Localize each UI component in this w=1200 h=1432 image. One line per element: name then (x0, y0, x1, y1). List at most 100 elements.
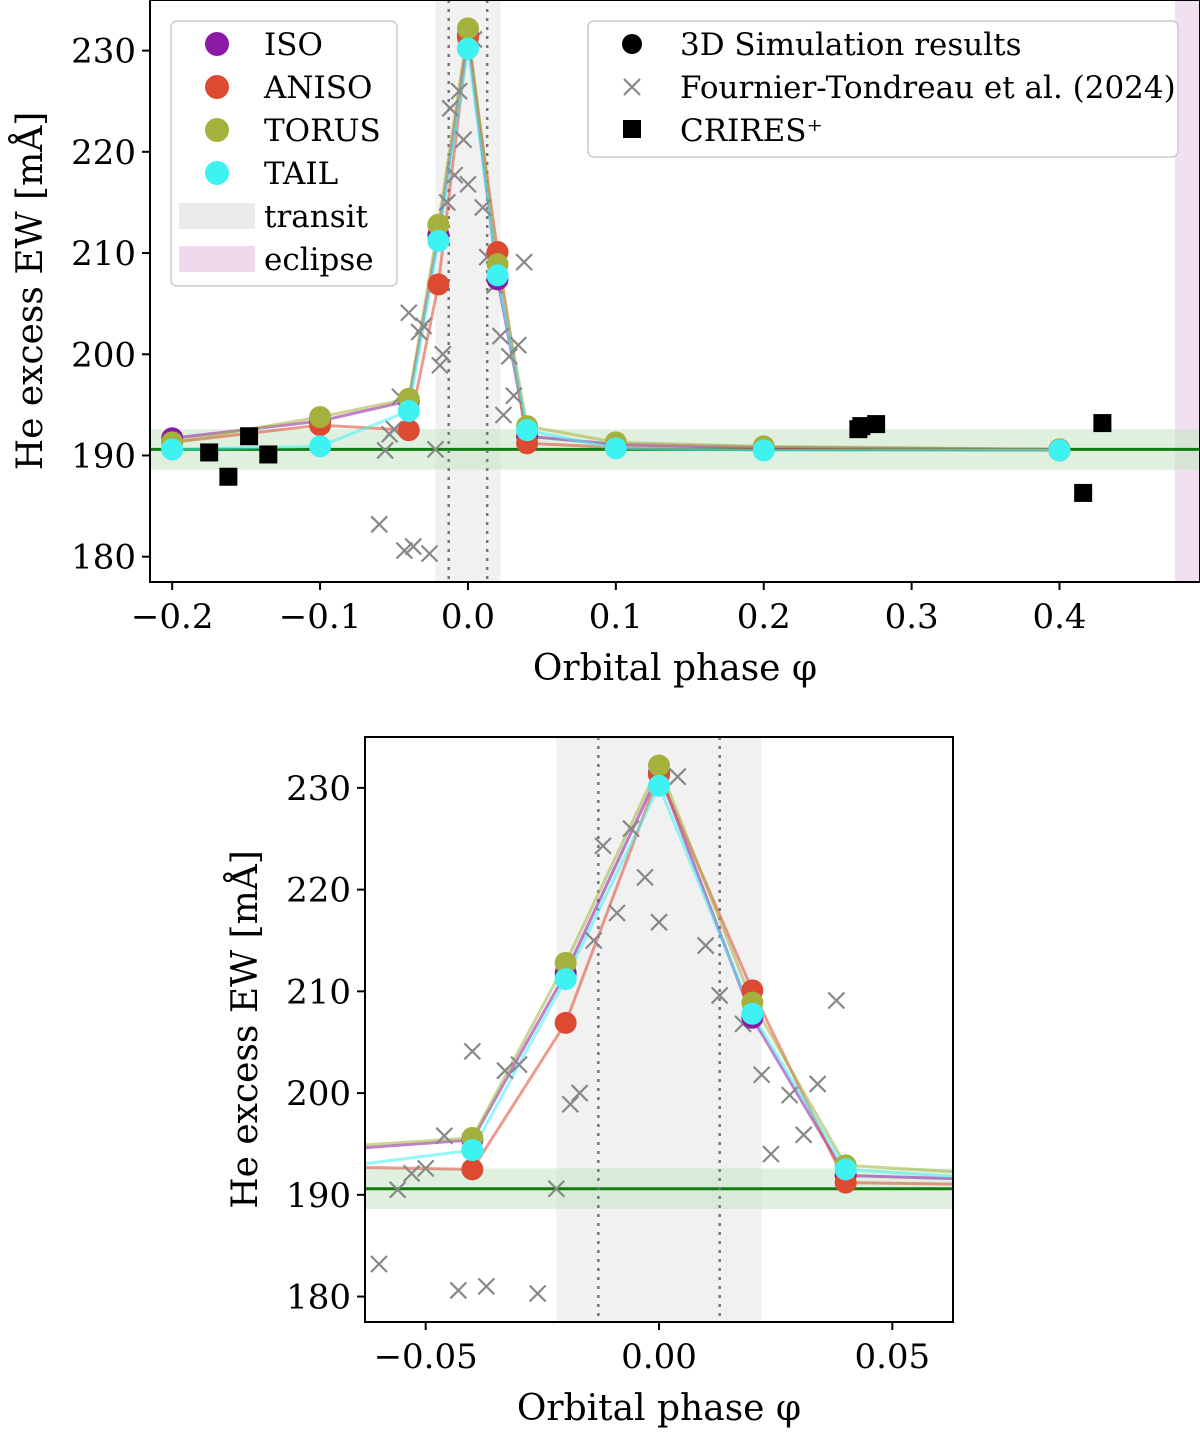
observation-cross-stroke (473, 198, 492, 217)
legend-label-crires: CRIRES⁺ (680, 113, 823, 149)
observation-point (505, 386, 523, 405)
observation-point (370, 515, 389, 534)
observation-point (636, 868, 654, 887)
observation-cross-stroke (594, 837, 612, 855)
series-point-torus (456, 17, 479, 40)
observation-cross-stroke (426, 440, 445, 459)
crires-point (259, 445, 278, 464)
observation-cross-stroke (528, 1284, 547, 1303)
legend-data-sources: 3D Simulation results Fournier-Tondreau e… (587, 20, 1179, 158)
observation-cross-stroke (414, 317, 433, 335)
observation-cross-stroke (454, 130, 473, 149)
top-plot-frame (149, 0, 1200, 583)
series-point-tail (486, 264, 509, 287)
legend-marker-crires (623, 120, 641, 138)
crires-point (1074, 483, 1093, 502)
observation-cross-stroke (752, 1065, 771, 1084)
series-point-torus (648, 754, 670, 777)
observation-cross-stroke (370, 1255, 388, 1273)
x-tick-label: 0.00 (621, 1337, 697, 1377)
top-x-axis-label: Orbital phase φ (533, 648, 817, 689)
observation-cross-stroke (622, 819, 640, 838)
series-point-tail (648, 774, 670, 797)
y-tick-label: 220 (71, 133, 136, 173)
series-point-aniso (461, 1158, 484, 1181)
series-line-tail (365, 782, 953, 1178)
observation-point (370, 1255, 388, 1273)
crires-point (1093, 414, 1112, 433)
observation-cross-stroke (650, 913, 668, 931)
observation-point (710, 986, 729, 1005)
series-point-tail (427, 229, 450, 252)
observation-point (376, 441, 394, 460)
observation-cross-stroke (496, 1061, 514, 1080)
observation-point (395, 541, 414, 560)
series-point-tail (1048, 439, 1071, 462)
legend-label-eclipse: eclipse (264, 242, 374, 278)
series-point-iso (181, 1149, 203, 1171)
legend-marker-torus (205, 118, 229, 142)
observation-cross-stroke (441, 99, 459, 118)
eclipse-band (1174, 0, 1200, 582)
series-point-aniso (181, 1153, 203, 1175)
legend-data-box (587, 20, 1179, 158)
crires-point (240, 427, 259, 446)
observation-point (477, 1277, 496, 1296)
series-line-torus (171, 28, 1060, 451)
observation-point (420, 544, 439, 563)
observation-cross-stroke (420, 544, 439, 563)
bottom-panel-zoom: −0.05 0.00 0.05 180 190 200 210 220 230 Orbital … (181, 736, 1137, 1429)
observation-point (570, 1084, 589, 1102)
observation-point (473, 198, 492, 217)
series-point-torus (181, 1145, 203, 1167)
legend-label-aniso: ANISO (263, 70, 372, 106)
observation-cross-stroke (608, 904, 626, 922)
transit-band (556, 737, 762, 1322)
observation-point (622, 819, 640, 838)
observation-cross-stroke (491, 327, 510, 345)
legend-transit-swatch (179, 203, 255, 229)
series-point-torus (309, 406, 332, 429)
observation-cross-stroke (636, 868, 654, 887)
observation-point (459, 175, 477, 193)
observation-point (547, 1179, 566, 1198)
series-point-aniso (397, 419, 420, 442)
legend-label-tail: TAIL (264, 156, 338, 192)
x-tick-label: 0.05 (854, 1337, 930, 1377)
observation-point (416, 1159, 435, 1178)
y-tick-label: 200 (286, 1074, 351, 1114)
observation-cross-stroke (404, 537, 423, 556)
series-point-tail (456, 37, 479, 60)
y-tick-label: 210 (286, 972, 351, 1012)
y-tick-label: 230 (71, 32, 136, 72)
top-y-axis-label: He excess EW [mÅ] (9, 112, 51, 471)
legend-marker-tail (205, 161, 229, 185)
observation-cross-stroke (505, 386, 523, 405)
y-tick-label: 230 (286, 769, 351, 809)
series-point-iso (1115, 1173, 1137, 1195)
observation-cross-stroke (477, 1277, 496, 1296)
series-point-torus (427, 213, 450, 236)
y-tick-label: 190 (286, 1176, 351, 1216)
legend-eclipse-swatch (179, 246, 255, 272)
observation-cross-stroke (435, 1127, 454, 1145)
y-tick-label: 210 (71, 234, 136, 274)
observation-point (445, 166, 464, 184)
series-point-tail (752, 439, 775, 462)
observation-point (808, 1075, 827, 1093)
observation-cross-stroke (400, 303, 418, 322)
series-line-torus (365, 761, 953, 1174)
observation-point (510, 1055, 528, 1074)
observation-cross-stroke (570, 1084, 589, 1102)
observation-cross-stroke (450, 82, 468, 100)
x-tick-label: 0.3 (885, 597, 939, 637)
observation-point (404, 537, 423, 556)
observation-point (449, 1281, 468, 1300)
observation-point (438, 193, 457, 212)
observation-point (827, 991, 846, 1010)
observation-cross-stroke (762, 1145, 780, 1163)
series-point-tail (1115, 1177, 1137, 1199)
observation-cross-stroke (827, 991, 846, 1010)
observation-cross-stroke (808, 1075, 827, 1093)
observation-cross-stroke (459, 175, 477, 193)
